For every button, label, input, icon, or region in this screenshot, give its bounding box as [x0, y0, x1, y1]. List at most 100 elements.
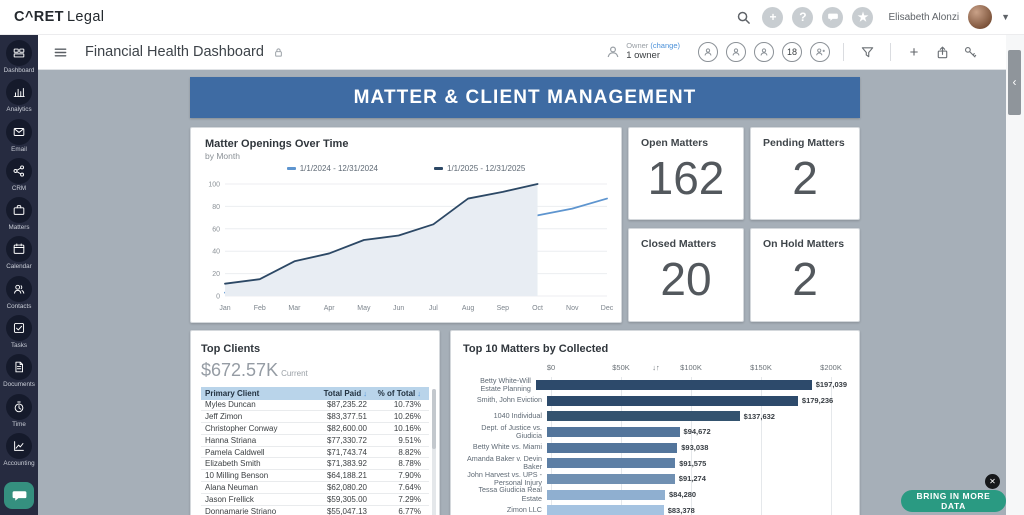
bar — [547, 426, 680, 437]
bar-row[interactable]: Smith, John Eviction $179,236 — [463, 393, 847, 409]
legend-item[interactable]: 1/1/2024 - 12/31/2024 — [286, 164, 378, 173]
sidebar-item-analytics[interactable]: Analytics — [0, 79, 38, 113]
collapse-panel-icon[interactable]: ‹ — [1012, 75, 1017, 89]
bar-row[interactable]: Zimon LLC $83,378 — [463, 503, 847, 515]
table-scrollbar[interactable] — [432, 389, 436, 515]
table-row[interactable]: Elizabeth Smith $71,383.92 8.78% — [201, 458, 429, 471]
svg-text:Jul: Jul — [429, 305, 438, 312]
chevron-down-icon[interactable]: ▼ — [1001, 12, 1010, 22]
column-header-sortable[interactable]: Total Paid ↓ — [323, 388, 367, 398]
bar-row[interactable]: Betty White vs. Miami $93,038 — [463, 440, 847, 456]
matter-openings-chart-card: Matter Openings Over Time by Month 1/1/2… — [190, 127, 622, 323]
bar-track: $94,672 — [547, 424, 847, 440]
top-clients-total-label: Current — [281, 369, 308, 378]
top-header: C^RET Legal + ? ★ Elisabeth Alonzi ▼ — [0, 0, 1024, 35]
bar-value: $83,378 — [667, 505, 695, 515]
close-icon[interactable]: ✕ — [985, 474, 1000, 489]
owner-change-link[interactable]: (change) — [650, 41, 680, 51]
settings-wrench-icon[interactable] — [960, 42, 980, 62]
sidebar-item-time[interactable]: Time — [0, 393, 38, 428]
page-title: Financial Health Dashboard — [85, 44, 264, 60]
chart-subtitle: by Month — [205, 151, 240, 161]
svg-text:60: 60 — [212, 226, 220, 233]
bar — [547, 489, 665, 500]
top-clients-total: $672.57K Current — [201, 360, 308, 380]
vertical-scrollbar[interactable]: ‹ — [1006, 35, 1024, 515]
add-collaborator-icon[interactable] — [810, 42, 830, 62]
kpi-label: On Hold Matters — [763, 238, 845, 250]
share-icon[interactable] — [932, 42, 952, 62]
collaborator-avatar[interactable] — [726, 42, 746, 62]
search-icon[interactable] — [733, 7, 753, 27]
table-row[interactable]: 10 Milling Benson $64,188.21 7.90% — [201, 470, 429, 483]
table-row[interactable]: Alana Neuman $62,080.20 7.64% — [201, 482, 429, 494]
help-icon[interactable]: ? — [792, 6, 814, 28]
bar-track: $84,280 — [547, 487, 847, 503]
sidebar-item-label: Dashboard — [3, 67, 35, 74]
column-header[interactable]: Primary Client — [205, 388, 260, 398]
sidebar-item-contacts[interactable]: Contacts — [0, 275, 38, 310]
matters-icon — [6, 197, 32, 224]
sidebar-item-email[interactable]: Email — [0, 118, 38, 153]
axis-tick-label: $100K — [680, 363, 702, 372]
kpi-label: Open Matters — [641, 137, 709, 149]
sidebar-item-label: Contacts — [6, 302, 32, 310]
bar-row[interactable]: Amanda Baker v. Devin Baker $91,575 — [463, 454, 847, 471]
sidebar-item-dashboard[interactable]: Dashboard — [0, 40, 38, 74]
bar-row[interactable]: 1040 Individual $137,632 — [463, 408, 847, 424]
filter-icon[interactable] — [857, 42, 877, 62]
bar-row[interactable]: Tessa Giudicia Real Estate $84,280 — [463, 486, 847, 503]
bar-row[interactable]: Betty White-Will Estate Planning $197,039 — [463, 376, 847, 393]
table-row[interactable]: Hanna Striana $77,330.72 9.51% — [201, 435, 429, 447]
owner-group[interactable]: Owner (change) 1 owner — [605, 41, 680, 62]
bar — [547, 395, 798, 406]
sidebar-item-tasks[interactable]: Tasks — [0, 315, 38, 349]
svg-text:Sep: Sep — [497, 305, 510, 312]
collaborator-avatar[interactable] — [698, 42, 718, 62]
favorites-star-icon[interactable]: ★ — [852, 6, 874, 28]
table-row[interactable]: Pamela Caldwell $71,743.74 8.82% — [201, 447, 429, 459]
table-row[interactable]: Myles Duncan $87,235.22 10.73% — [201, 400, 429, 412]
bar-chart: Betty White-Will Estate Planning $197,039… — [463, 376, 847, 515]
support-chat-button[interactable] — [4, 482, 34, 509]
bar-track: $91,575 — [547, 455, 847, 471]
analytics-icon — [6, 79, 32, 106]
column-header-sortable[interactable]: % of Total ↓ — [377, 388, 421, 398]
kpi-card-pending-matters: Pending Matters 2 — [750, 127, 860, 220]
svg-text:80: 80 — [212, 204, 220, 211]
bar-row[interactable]: Dept. of Justice vs. Giudicia $94,672 — [463, 423, 847, 440]
sidebar-item-documents[interactable]: Documents — [0, 354, 38, 388]
table-header-row: Primary Client Total Paid ↓ % of Total ↓ — [201, 387, 429, 400]
divider — [890, 43, 891, 61]
table-row[interactable]: Christopher Conway $82,600.00 10.16% — [201, 423, 429, 435]
sort-updown-icon[interactable]: ↓↑ — [652, 363, 660, 372]
table-row[interactable]: Donnamarie Striano $55,047.13 6.77% — [201, 506, 429, 515]
bar-row[interactable]: John Harvest vs. UPS - Personal Injury $9… — [463, 470, 847, 487]
kpi-label: Pending Matters — [763, 137, 845, 149]
legend-item[interactable]: 1/1/2025 - 12/31/2025 — [434, 164, 525, 173]
menu-hamburger-icon[interactable] — [50, 42, 70, 62]
chat-icon[interactable] — [822, 6, 844, 28]
bar — [547, 458, 676, 469]
avatar[interactable] — [968, 5, 993, 29]
collaborator-avatar[interactable] — [754, 42, 774, 62]
bar-track: $197,039 — [535, 377, 847, 393]
add-button[interactable]: + — [762, 6, 784, 28]
bar-value: $197,039 — [815, 380, 847, 390]
bring-in-more-data-button[interactable]: BRING IN MORE DATA — [901, 490, 1006, 512]
bar — [547, 473, 675, 484]
sidebar-item-matters[interactable]: Matters — [0, 197, 38, 231]
sidebar-item-calendar[interactable]: Calendar — [0, 236, 38, 270]
collaborator-count-badge[interactable]: 18 — [782, 42, 802, 62]
crm-icon — [6, 157, 32, 184]
bar-value: $94,672 — [683, 427, 711, 437]
add-widget-icon[interactable]: + — [904, 42, 924, 62]
sidebar-item-crm[interactable]: CRM — [0, 157, 38, 192]
table-row[interactable]: Jeff Zimon $83,377.51 10.26% — [201, 411, 429, 424]
sort-desc-icon: ↓ — [363, 388, 367, 398]
table-row[interactable]: Jason Frellick $59,305.00 7.29% — [201, 494, 429, 506]
scrollbar-thumb[interactable] — [1008, 50, 1021, 115]
sidebar-item-accounting[interactable]: Accounting — [0, 432, 38, 467]
svg-text:Mar: Mar — [288, 305, 301, 312]
